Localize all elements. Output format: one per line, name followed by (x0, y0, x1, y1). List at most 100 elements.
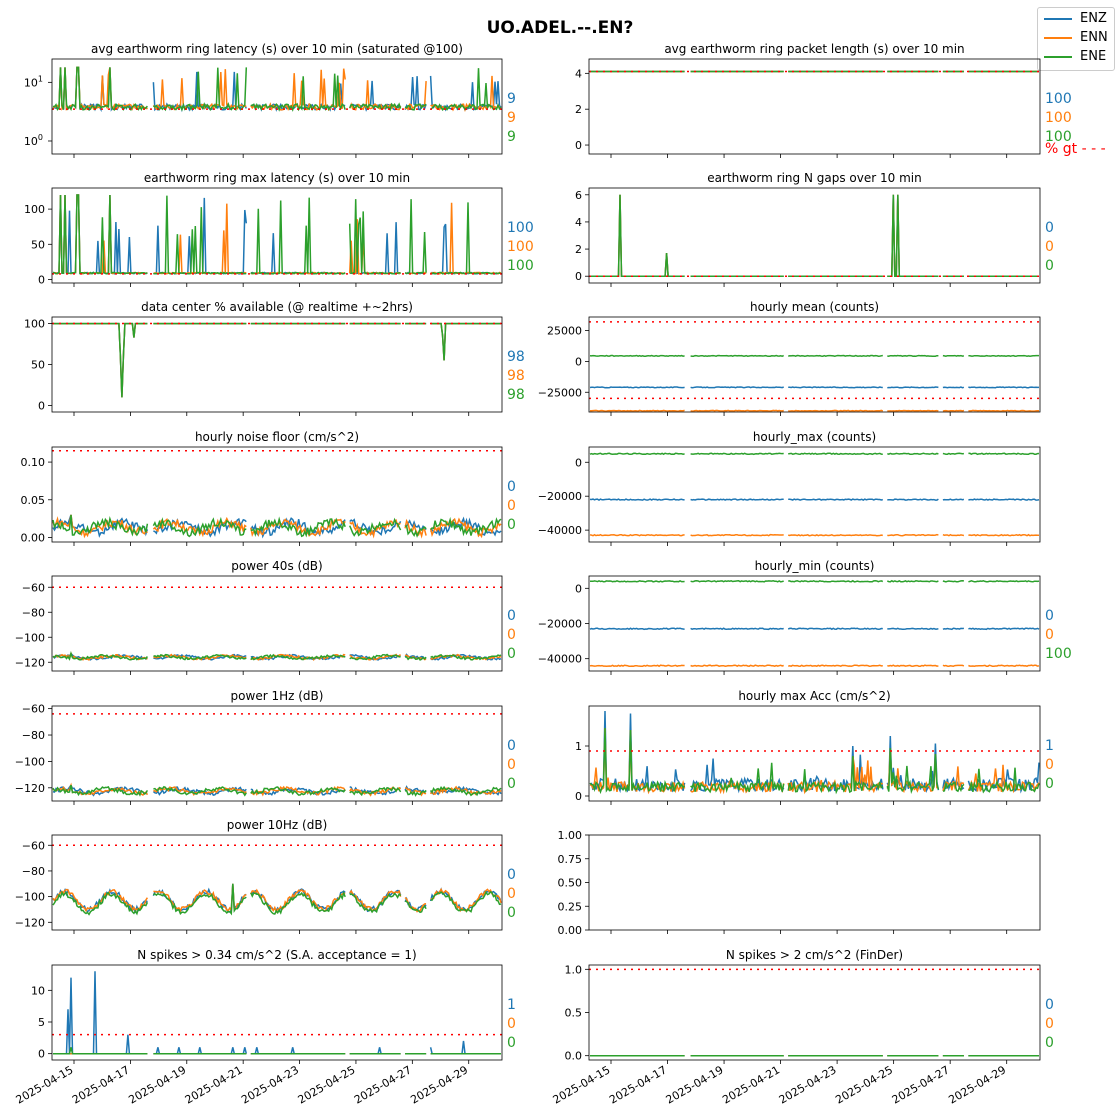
y-tick-label: 100 (24, 133, 43, 148)
series-line-enn (589, 664, 1040, 668)
side-value-enz: 9 (507, 91, 516, 107)
y-tick-label: −80 (22, 865, 45, 878)
y-tick-label: 100 (24, 203, 45, 216)
subplot-title-avg-latency: avg earthworm ring latency (s) over 10 m… (91, 42, 463, 56)
subplot-title-power-40s: power 40s (dB) (231, 559, 322, 573)
y-tick-label: 50 (31, 359, 45, 372)
y-tick-label: 1.00 (558, 829, 583, 842)
y-tick-label: 101 (24, 74, 43, 89)
side-value-enz: 0 (507, 479, 516, 495)
legend-swatch-enn (1044, 37, 1072, 39)
axes-frame (588, 964, 1041, 1061)
y-tick-label: 1 (575, 740, 582, 753)
y-tick-label: 5 (38, 1016, 45, 1029)
subplot-power-1hz: power 1Hz (dB) −120 −100 −80 −60 0 0 0 (15, 689, 516, 805)
axes-frame (51, 316, 503, 413)
side-value-enz: 0 (1045, 997, 1054, 1013)
y-tick-label: −100 (15, 631, 45, 644)
side-value-enn: 9 (507, 110, 516, 126)
side-value-enz: 100 (1045, 91, 1072, 107)
y-tick-label: 4 (575, 67, 582, 80)
legend-item-ene: ENE (1044, 48, 1114, 66)
series-line-enz (589, 386, 1039, 389)
x-tick-label: 2025-04-29 (946, 1063, 1008, 1106)
subplot-avg-packet-length: avg earthworm ring packet length (s) ove… (575, 42, 1106, 158)
legend: ENZ ENN ENE (1037, 7, 1115, 71)
subplot-hourly-mean: hourly mean (counts) −25000 0 25000 (538, 300, 1041, 416)
series-line-enz (590, 194, 1039, 277)
axes-frame (51, 834, 503, 931)
side-value-ene: 9 (507, 129, 516, 145)
y-tick-label: 0.00 (558, 924, 583, 937)
axes-frame (588, 705, 1041, 802)
axes-frame (588, 316, 1041, 413)
subplot-power-40s: power 40s (dB) −120 −100 −80 −60 0 0 0 (15, 559, 516, 675)
x-tick-label: 2025-04-25 (833, 1063, 895, 1106)
y-tick-label: 50 (31, 238, 45, 251)
y-tick-label: 1.0 (565, 963, 583, 976)
x-tick-label: 2025-04-15 (14, 1063, 76, 1106)
side-value-ene: 0 (507, 646, 516, 662)
y-tick-label: −20000 (538, 490, 582, 503)
y-tick-label: −25000 (538, 386, 582, 399)
subplot-title-n-spikes-2: N spikes > 2 cm/s^2 (FinDer) (726, 948, 903, 962)
x-tick-label: 2025-04-17 (70, 1063, 132, 1106)
series-line-ene (589, 579, 1040, 583)
side-value-ene: 0 (507, 905, 516, 921)
y-tick-label: −60 (22, 581, 45, 594)
series-line-ene (53, 322, 501, 398)
side-value-ene: 0 (507, 1035, 516, 1051)
axes-frame (588, 834, 1041, 931)
series-line-enn (589, 409, 1039, 412)
subplot-empty: 0.00 0.25 0.50 0.75 1.00 (558, 829, 1041, 937)
subplot-title-avg-packet-length: avg earthworm ring packet length (s) ove… (664, 42, 964, 56)
side-value-enz: 0 (1045, 608, 1054, 624)
axes-frame (588, 187, 1041, 284)
axes-frame (51, 187, 503, 284)
series-line-ene (52, 785, 502, 797)
y-tick-label: 0 (575, 456, 582, 469)
side-value-enn: 100 (1045, 110, 1072, 126)
y-tick-label: −100 (15, 755, 45, 768)
subplot-avg-latency: avg earthworm ring latency (s) over 10 m… (24, 42, 516, 158)
side-value-ene: 0 (507, 517, 516, 533)
side-value-enn: 98 (507, 368, 525, 384)
side-value-enz: 0 (1045, 220, 1054, 236)
y-tick-label: 0 (38, 1048, 45, 1061)
subplot-title-n-gaps: earthworm ring N gaps over 10 min (707, 171, 921, 185)
subplot-n-spikes-034: N spikes > 0.34 cm/s^2 (S.A. acceptance … (14, 948, 516, 1107)
series-line-ene (53, 1047, 501, 1055)
y-tick-label: 0 (575, 139, 582, 152)
subplot-hourly-max: hourly_max (counts) −40000 −20000 0 (538, 430, 1041, 546)
x-tick-label: 2025-04-21 (183, 1063, 245, 1106)
y-tick-label: −120 (15, 916, 45, 929)
axes-frame (51, 446, 503, 543)
side-value-enn: 0 (1045, 239, 1054, 255)
x-tick-label: 2025-04-17 (607, 1063, 669, 1106)
legend-label-ene: ENE (1080, 49, 1107, 64)
side-value-enn: 0 (507, 498, 516, 514)
side-value-ene: 100 (1045, 646, 1072, 662)
x-tick-label: 2025-04-25 (296, 1063, 358, 1106)
legend-label-enz: ENZ (1080, 11, 1107, 26)
y-tick-label: 0 (575, 270, 582, 283)
subplot-title-power-10hz: power 10Hz (dB) (227, 818, 328, 832)
subplot-title-noise-floor: hourly noise floor (cm/s^2) (195, 430, 359, 444)
y-tick-label: 0.05 (21, 494, 46, 507)
side-value-ene: 0 (1045, 1035, 1054, 1051)
y-tick-label: −80 (22, 606, 45, 619)
y-tick-label: 6 (575, 189, 582, 202)
side-value-enn: 0 (507, 886, 516, 902)
side-value-enn: 0 (507, 757, 516, 773)
y-tick-label: 0.75 (558, 853, 583, 866)
series-line-enz (589, 498, 1040, 501)
series-line-ene (52, 651, 502, 661)
y-tick-label: 0 (38, 399, 45, 412)
side-value-ene: 0 (1045, 258, 1054, 274)
x-tick-label: 2025-04-15 (551, 1063, 613, 1106)
subplot-title-pct-available: data center % available (@ realtime +~2h… (141, 300, 413, 314)
y-tick-label: −40000 (538, 653, 582, 666)
y-tick-label: −40000 (538, 524, 582, 537)
series-line-enz (52, 194, 502, 275)
legend-item-enz: ENZ (1044, 10, 1114, 28)
